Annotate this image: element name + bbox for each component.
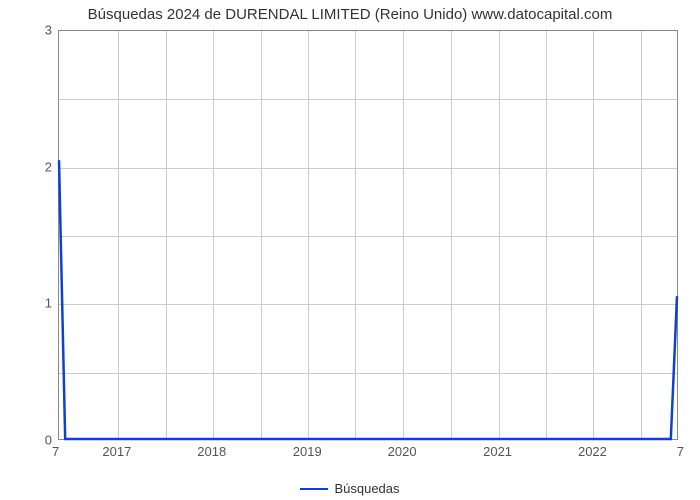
y-tick-label: 3 xyxy=(12,23,52,38)
plot-area xyxy=(58,30,678,440)
y-tick-label: 2 xyxy=(12,159,52,174)
legend-swatch xyxy=(300,488,328,490)
y-tick-label: 0 xyxy=(12,433,52,448)
line-series xyxy=(59,31,677,439)
legend-label: Búsquedas xyxy=(334,481,399,496)
x-corner-right: 7 xyxy=(677,444,684,459)
x-tick-label: 2021 xyxy=(483,444,512,459)
searches-line-chart: Búsquedas 2024 de DURENDAL LIMITED (Rein… xyxy=(0,0,700,500)
chart-title: Búsquedas 2024 de DURENDAL LIMITED (Rein… xyxy=(0,6,700,23)
x-tick-label: 2017 xyxy=(102,444,131,459)
x-corner-left: 7 xyxy=(52,444,59,459)
x-tick-label: 2022 xyxy=(578,444,607,459)
x-tick-label: 2018 xyxy=(197,444,226,459)
x-tick-label: 2020 xyxy=(388,444,417,459)
y-tick-label: 1 xyxy=(12,296,52,311)
x-tick-label: 2019 xyxy=(293,444,322,459)
legend: Búsquedas xyxy=(0,480,700,496)
